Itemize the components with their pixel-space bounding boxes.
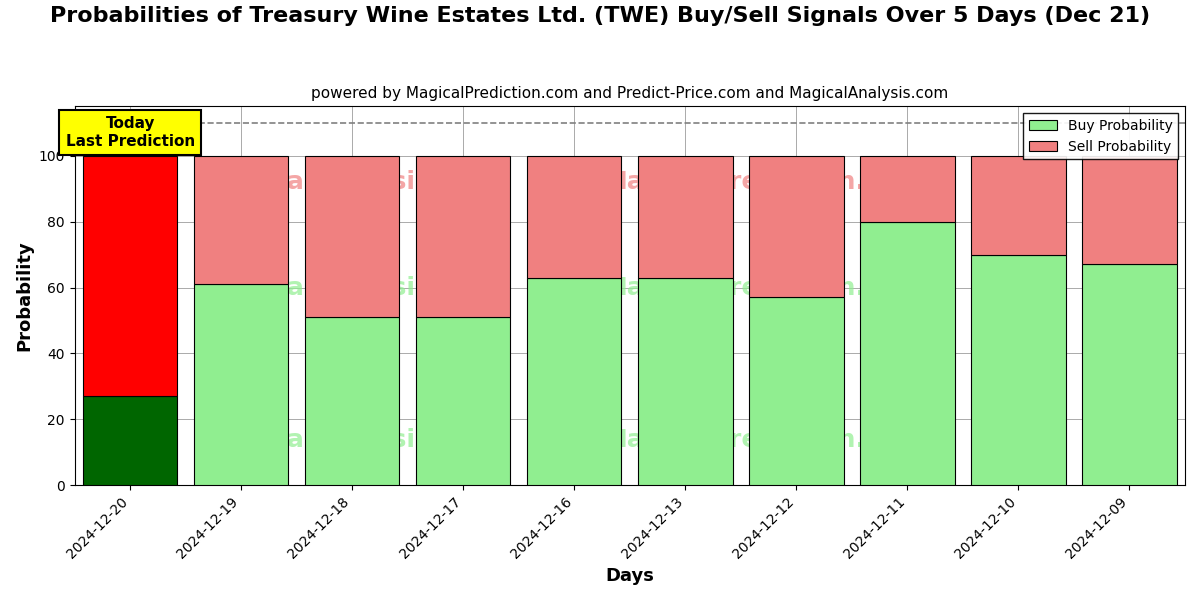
Bar: [305, 156, 400, 317]
Text: calAnalysis.com: calAnalysis.com: [272, 276, 498, 300]
Bar: [83, 156, 178, 396]
Text: MagicalPrediction.com: MagicalPrediction.com: [602, 170, 924, 194]
Bar: [749, 298, 844, 485]
Bar: [527, 156, 622, 278]
Text: calAnalysis.com: calAnalysis.com: [272, 428, 498, 452]
Text: Probabilities of Treasury Wine Estates Ltd. (TWE) Buy/Sell Signals Over 5 Days (: Probabilities of Treasury Wine Estates L…: [50, 6, 1150, 26]
Y-axis label: Probability: Probability: [16, 241, 34, 351]
Text: calAnalysis.com: calAnalysis.com: [272, 170, 498, 194]
Bar: [83, 396, 178, 485]
Text: MagicalPrediction.com: MagicalPrediction.com: [602, 428, 924, 452]
Bar: [416, 156, 510, 317]
Bar: [1082, 156, 1177, 265]
Bar: [416, 317, 510, 485]
Text: MagicalPrediction.com: MagicalPrediction.com: [602, 276, 924, 300]
Bar: [860, 221, 955, 485]
Title: powered by MagicalPrediction.com and Predict-Price.com and MagicalAnalysis.com: powered by MagicalPrediction.com and Pre…: [311, 86, 948, 101]
Legend: Buy Probability, Sell Probability: Buy Probability, Sell Probability: [1024, 113, 1178, 160]
Bar: [749, 156, 844, 298]
Bar: [1082, 265, 1177, 485]
Bar: [971, 254, 1066, 485]
Bar: [638, 156, 732, 278]
X-axis label: Days: Days: [605, 567, 654, 585]
Bar: [305, 317, 400, 485]
Bar: [860, 156, 955, 221]
Bar: [971, 156, 1066, 254]
Bar: [638, 278, 732, 485]
Bar: [527, 278, 622, 485]
Bar: [194, 284, 288, 485]
Text: Today
Last Prediction: Today Last Prediction: [66, 116, 194, 149]
Bar: [194, 156, 288, 284]
